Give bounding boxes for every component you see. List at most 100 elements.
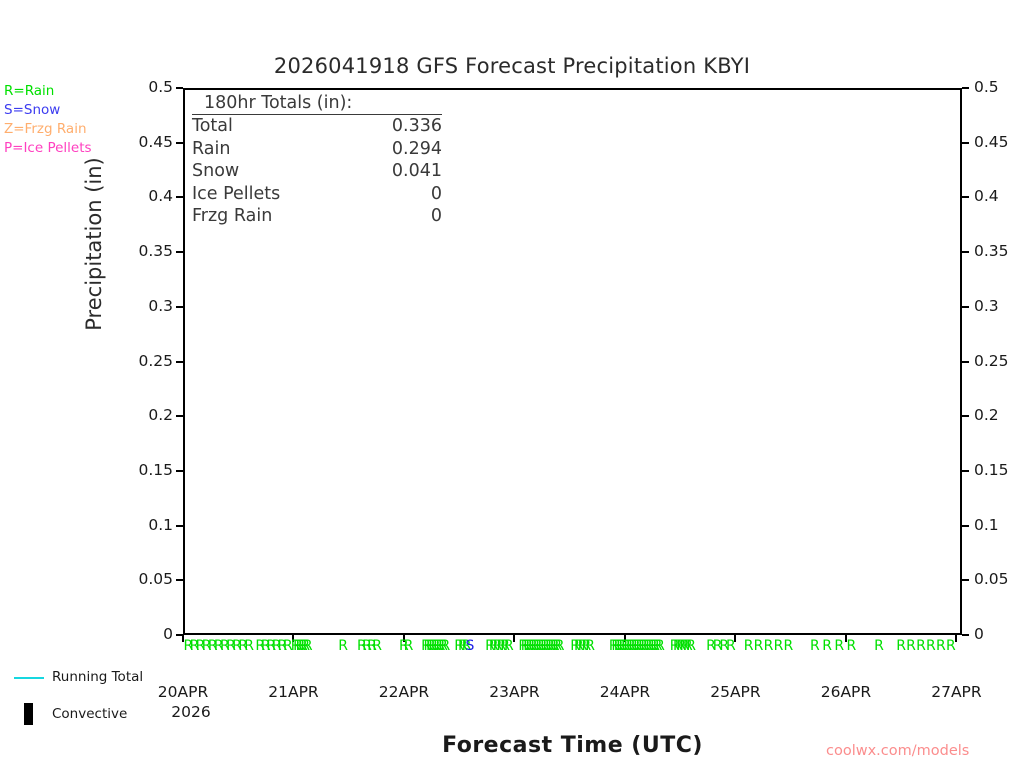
ptype-char-rain: R bbox=[440, 638, 451, 654]
ptype-char-rain: R bbox=[183, 638, 194, 654]
x-tick-label: 26APR bbox=[820, 683, 872, 701]
ptype-char-rain: R bbox=[503, 638, 514, 654]
y-tick-label-right: 0.15 bbox=[974, 460, 1009, 479]
y-tick-label: 0 bbox=[163, 625, 173, 643]
ptype-char-rain: R bbox=[706, 638, 716, 654]
totals-row: Frzg Rain 0 bbox=[192, 205, 442, 228]
ptype-char-rain: R bbox=[520, 638, 531, 654]
totals-value-rain: 0.294 bbox=[391, 138, 442, 159]
ptype-char-rain: R bbox=[295, 638, 306, 654]
ptype-char-rain: R bbox=[810, 638, 820, 654]
ptype-char-rain: R bbox=[936, 638, 946, 654]
ptype-char-rain: R bbox=[421, 638, 431, 654]
y-tick-label: 0.1 bbox=[148, 515, 173, 534]
ptype-char-rain: R bbox=[277, 638, 288, 654]
y-tick-label-right: 0 bbox=[974, 625, 984, 643]
ptype-char-rain: R bbox=[669, 638, 680, 654]
ptype-char-rain: R bbox=[423, 638, 434, 654]
ptype-char-rain: R bbox=[535, 638, 546, 654]
ptype-char-rain: R bbox=[554, 638, 565, 654]
y-tick-mark-right bbox=[962, 196, 969, 199]
ptype-char-rain: R bbox=[896, 638, 906, 654]
y-tick-mark bbox=[176, 305, 183, 308]
ptype-char-rain: R bbox=[611, 638, 622, 654]
ptype-char-rain: R bbox=[834, 638, 845, 654]
y-tick-mark-right bbox=[962, 469, 969, 472]
ptype-char-rain: R bbox=[362, 638, 372, 654]
ptype-char-rain: R bbox=[645, 638, 656, 654]
y-tick-label: 0.35 bbox=[138, 242, 173, 261]
ptype-char-rain: R bbox=[628, 638, 639, 654]
y-tick-label-right: 0.45 bbox=[974, 132, 1009, 151]
y-axis-title: Precipitation (in) bbox=[82, 157, 106, 331]
ptype-char-rain: R bbox=[650, 638, 660, 654]
ptype-char-rain: R bbox=[686, 638, 697, 654]
ptype-char-rain: R bbox=[457, 638, 468, 654]
x-tick-label: 21APR bbox=[268, 683, 319, 701]
x-tick-label: 25APR bbox=[710, 683, 761, 701]
ptype-char-rain: R bbox=[906, 638, 916, 654]
ptype-char-rain: R bbox=[266, 638, 277, 654]
ptype-char-rain: R bbox=[623, 638, 634, 654]
ptype-char-rain: R bbox=[719, 638, 730, 654]
y-tick-mark-right bbox=[962, 634, 969, 636]
ptype-char-rain: R bbox=[300, 638, 311, 654]
ptype-char-rain: R bbox=[189, 638, 200, 654]
y-tick-label: 0.4 bbox=[148, 187, 173, 206]
y-tick-mark bbox=[176, 251, 183, 254]
y-tick-label: 0.45 bbox=[138, 132, 173, 151]
y-tick-label-right: 0.25 bbox=[974, 351, 1009, 370]
y-tick-label: 0.3 bbox=[148, 296, 173, 315]
ptype-char-rain: R bbox=[219, 638, 230, 654]
ptype-char-rain: R bbox=[525, 638, 536, 654]
ptype-char-rain: R bbox=[635, 638, 646, 654]
ptype-char-rain: R bbox=[673, 638, 683, 654]
ptype-char-rain: R bbox=[260, 638, 271, 654]
ptype-char-rain: R bbox=[916, 638, 926, 654]
convective-legend-label: Convective bbox=[52, 706, 128, 722]
ptype-char-rain: R bbox=[773, 638, 784, 654]
y-tick-label-right: 0.05 bbox=[974, 570, 1009, 589]
ptype-char-rain: R bbox=[338, 638, 348, 654]
ptype-char-rain: R bbox=[428, 638, 439, 654]
ptype-char-rain: R bbox=[255, 638, 266, 654]
ptype-char-rain: R bbox=[433, 638, 443, 654]
ptype-char-rain: R bbox=[290, 638, 301, 654]
ptype-char-rain: R bbox=[549, 638, 560, 654]
ptype-legend-item-ice-pellets: P=Ice Pellets bbox=[4, 140, 92, 156]
ptype-char-rain: R bbox=[679, 638, 690, 654]
x-tick-label: 23APR bbox=[489, 683, 540, 701]
y-tick-mark-right bbox=[962, 415, 969, 418]
ptype-legend-item-frzg-rain: Z=Frzg Rain bbox=[4, 121, 87, 137]
ptype-char-rain: R bbox=[616, 638, 626, 654]
y-tick-label-right: 0.3 bbox=[974, 296, 999, 315]
ptype-char-rain: R bbox=[523, 638, 533, 654]
y-tick-mark bbox=[176, 579, 183, 582]
totals-label-snow: Snow bbox=[192, 161, 240, 182]
ptype-char-rain: R bbox=[430, 638, 441, 654]
ptype-legend-item-snow: S=Snow bbox=[4, 102, 61, 118]
ptype-char-rain: R bbox=[783, 638, 794, 654]
plot-frame bbox=[183, 88, 962, 635]
y-tick-mark-right bbox=[962, 360, 969, 363]
y-tick-mark bbox=[176, 415, 183, 418]
ptype-char-rain: R bbox=[518, 638, 529, 654]
ptype-char-rain: R bbox=[282, 638, 293, 654]
ptype-char-rain: R bbox=[403, 638, 414, 654]
x-tick-label: 22APR bbox=[378, 683, 430, 701]
ptype-char-rain: R bbox=[633, 638, 643, 654]
ptype-char-rain: R bbox=[528, 638, 538, 654]
totals-label-total: Total bbox=[192, 116, 233, 136]
totals-value-ice-pellets: 0 bbox=[430, 183, 442, 204]
y-tick-mark bbox=[176, 87, 183, 89]
y-tick-label: 0.2 bbox=[148, 406, 173, 425]
ptype-char-rain: R bbox=[195, 638, 206, 654]
x-tick-label: 24APR bbox=[599, 683, 651, 701]
ptype-char-rain: R bbox=[485, 638, 495, 654]
ptype-char-rain: R bbox=[500, 638, 510, 654]
x-tick-label: 20APR bbox=[157, 683, 209, 701]
ptype-char-rain: R bbox=[763, 638, 774, 654]
ptype-char-rain: R bbox=[537, 638, 548, 654]
ptype-char-rain: R bbox=[682, 638, 693, 654]
